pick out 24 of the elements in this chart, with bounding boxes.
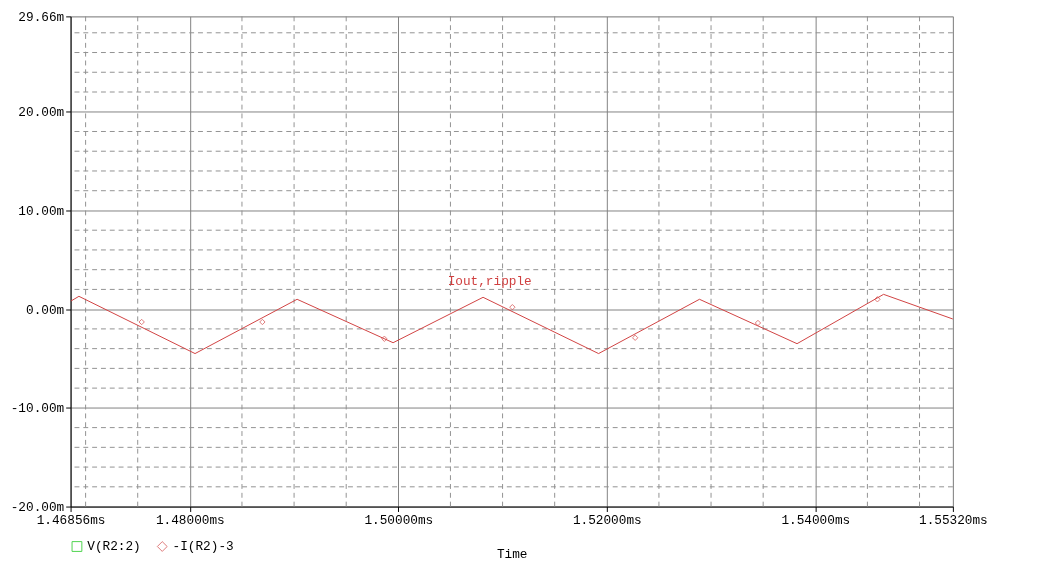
point [874,296,881,303]
point [754,319,762,327]
point [259,318,266,326]
point [381,335,388,342]
y-tick-label: 0.00m [25,302,65,318]
y-tick-label: -20.00m [10,499,65,515]
x-tick-label: 1.46856ms [36,512,106,528]
x-tick-label: 1.52000ms [572,512,642,528]
x-tick-label: 1.55320ms [918,512,988,528]
line-series [70,293,953,355]
x-tick-label: 1.54000ms [781,512,851,528]
annotation: Iout,ripple [447,274,532,290]
x-axis-title: Time [496,547,528,563]
legend-label: -I(R2)-3 [172,539,234,555]
point [509,304,516,311]
point [138,318,145,326]
x-tick-label: 1.48000ms [155,512,225,528]
point [631,334,639,341]
legend-label: V(R2:2) [87,539,141,555]
y-tick-label: 29.66m [18,9,65,25]
y-tick-label: -10.00m [10,401,65,417]
y-tick-label: 10.00m [18,203,65,219]
y-tick-label: 20.00m [18,105,65,121]
x-tick-label: 1.50000ms [364,512,434,528]
